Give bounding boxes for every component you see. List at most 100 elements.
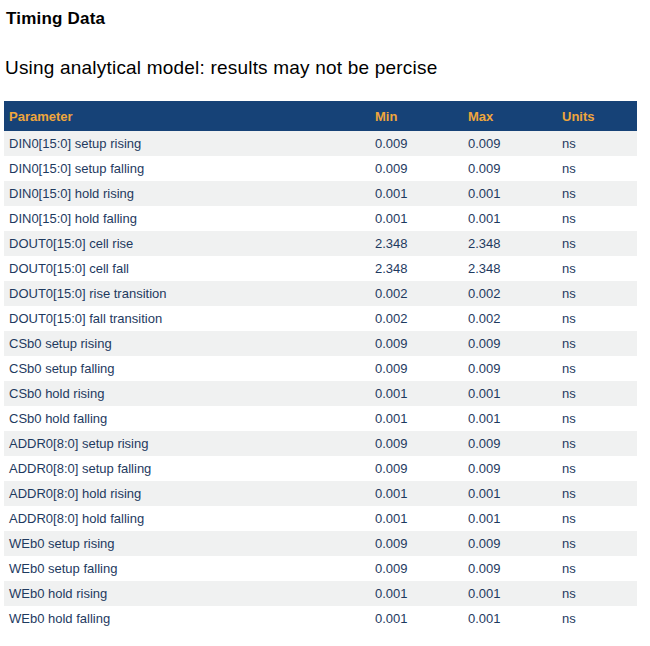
table-row: WEb0 hold rising0.0010.001ns xyxy=(4,581,637,606)
cell-parameter: DOUT0[15:0] cell fall xyxy=(4,256,370,281)
cell-units: ns xyxy=(557,556,637,581)
page-subtitle: Using analytical model: results may not … xyxy=(0,29,650,79)
cell-min: 0.009 xyxy=(370,456,463,481)
cell-max: 0.009 xyxy=(463,331,557,356)
cell-max: 0.001 xyxy=(463,206,557,231)
cell-units: ns xyxy=(557,481,637,506)
table-row: DOUT0[15:0] rise transition0.0020.002ns xyxy=(4,281,637,306)
cell-units: ns xyxy=(557,456,637,481)
cell-units: ns xyxy=(557,181,637,206)
cell-parameter: DOUT0[15:0] rise transition xyxy=(4,281,370,306)
cell-units: ns xyxy=(557,256,637,281)
cell-max: 0.002 xyxy=(463,281,557,306)
cell-units: ns xyxy=(557,381,637,406)
cell-parameter: ADDR0[8:0] setup falling xyxy=(4,456,370,481)
table-row: CSb0 hold rising0.0010.001ns xyxy=(4,381,637,406)
table-row: CSb0 setup rising0.0090.009ns xyxy=(4,331,637,356)
cell-max: 0.009 xyxy=(463,131,557,156)
cell-max: 0.009 xyxy=(463,156,557,181)
cell-min: 0.002 xyxy=(370,306,463,331)
page-title: Timing Data xyxy=(0,0,650,29)
table-row: DIN0[15:0] hold falling0.0010.001ns xyxy=(4,206,637,231)
cell-min: 2.348 xyxy=(370,256,463,281)
cell-max: 0.001 xyxy=(463,406,557,431)
cell-min: 0.001 xyxy=(370,181,463,206)
cell-min: 2.348 xyxy=(370,231,463,256)
cell-units: ns xyxy=(557,156,637,181)
table-header-row: Parameter Min Max Units xyxy=(4,101,637,131)
cell-parameter: WEb0 hold falling xyxy=(4,606,370,631)
cell-max: 0.009 xyxy=(463,431,557,456)
table-body: DIN0[15:0] setup rising0.0090.009nsDIN0[… xyxy=(4,131,637,631)
cell-min: 0.001 xyxy=(370,206,463,231)
timing-data-table: Parameter Min Max Units DIN0[15:0] setup… xyxy=(4,101,637,631)
table-row: DOUT0[15:0] cell rise2.3482.348ns xyxy=(4,231,637,256)
cell-units: ns xyxy=(557,356,637,381)
cell-parameter: DIN0[15:0] hold falling xyxy=(4,206,370,231)
cell-units: ns xyxy=(557,206,637,231)
cell-min: 0.001 xyxy=(370,506,463,531)
cell-units: ns xyxy=(557,331,637,356)
cell-min: 0.001 xyxy=(370,581,463,606)
cell-units: ns xyxy=(557,581,637,606)
table-row: DOUT0[15:0] cell fall2.3482.348ns xyxy=(4,256,637,281)
cell-min: 0.002 xyxy=(370,281,463,306)
table-row: WEb0 setup falling0.0090.009ns xyxy=(4,556,637,581)
table-row: CSb0 hold falling0.0010.001ns xyxy=(4,406,637,431)
cell-min: 0.009 xyxy=(370,556,463,581)
cell-max: 0.009 xyxy=(463,531,557,556)
cell-min: 0.009 xyxy=(370,356,463,381)
column-header-min: Min xyxy=(370,101,463,131)
cell-max: 2.348 xyxy=(463,231,557,256)
cell-parameter: WEb0 setup falling xyxy=(4,556,370,581)
cell-parameter: DIN0[15:0] hold rising xyxy=(4,181,370,206)
cell-max: 2.348 xyxy=(463,256,557,281)
cell-max: 0.001 xyxy=(463,381,557,406)
cell-units: ns xyxy=(557,231,637,256)
cell-units: ns xyxy=(557,506,637,531)
cell-parameter: DOUT0[15:0] cell rise xyxy=(4,231,370,256)
cell-parameter: CSb0 setup falling xyxy=(4,356,370,381)
cell-parameter: ADDR0[8:0] setup rising xyxy=(4,431,370,456)
cell-units: ns xyxy=(557,281,637,306)
cell-max: 0.009 xyxy=(463,356,557,381)
table-row: DIN0[15:0] hold rising0.0010.001ns xyxy=(4,181,637,206)
cell-units: ns xyxy=(557,131,637,156)
cell-max: 0.001 xyxy=(463,581,557,606)
cell-min: 0.009 xyxy=(370,431,463,456)
table-row: ADDR0[8:0] setup rising0.0090.009ns xyxy=(4,431,637,456)
column-header-max: Max xyxy=(463,101,557,131)
cell-min: 0.009 xyxy=(370,331,463,356)
table-row: DIN0[15:0] setup falling0.0090.009ns xyxy=(4,156,637,181)
cell-max: 0.001 xyxy=(463,606,557,631)
cell-min: 0.009 xyxy=(370,156,463,181)
table-row: ADDR0[8:0] hold falling0.0010.001ns xyxy=(4,506,637,531)
column-header-parameter: Parameter xyxy=(4,101,370,131)
table-row: WEb0 setup rising0.0090.009ns xyxy=(4,531,637,556)
cell-max: 0.009 xyxy=(463,556,557,581)
table-row: DOUT0[15:0] fall transition0.0020.002ns xyxy=(4,306,637,331)
cell-units: ns xyxy=(557,306,637,331)
cell-parameter: CSb0 hold falling xyxy=(4,406,370,431)
cell-max: 0.001 xyxy=(463,506,557,531)
cell-min: 0.001 xyxy=(370,606,463,631)
cell-max: 0.001 xyxy=(463,481,557,506)
table-row: CSb0 setup falling0.0090.009ns xyxy=(4,356,637,381)
column-header-units: Units xyxy=(557,101,637,131)
cell-parameter: DIN0[15:0] setup rising xyxy=(4,131,370,156)
table-row: DIN0[15:0] setup rising0.0090.009ns xyxy=(4,131,637,156)
cell-max: 0.009 xyxy=(463,456,557,481)
cell-min: 0.001 xyxy=(370,481,463,506)
cell-units: ns xyxy=(557,431,637,456)
cell-min: 0.009 xyxy=(370,131,463,156)
cell-min: 0.001 xyxy=(370,406,463,431)
table-row: ADDR0[8:0] setup falling0.0090.009ns xyxy=(4,456,637,481)
cell-parameter: CSb0 setup rising xyxy=(4,331,370,356)
cell-parameter: WEb0 hold rising xyxy=(4,581,370,606)
cell-parameter: WEb0 setup rising xyxy=(4,531,370,556)
cell-parameter: ADDR0[8:0] hold falling xyxy=(4,506,370,531)
cell-min: 0.001 xyxy=(370,381,463,406)
table-row: ADDR0[8:0] hold rising0.0010.001ns xyxy=(4,481,637,506)
cell-units: ns xyxy=(557,406,637,431)
cell-max: 0.001 xyxy=(463,181,557,206)
